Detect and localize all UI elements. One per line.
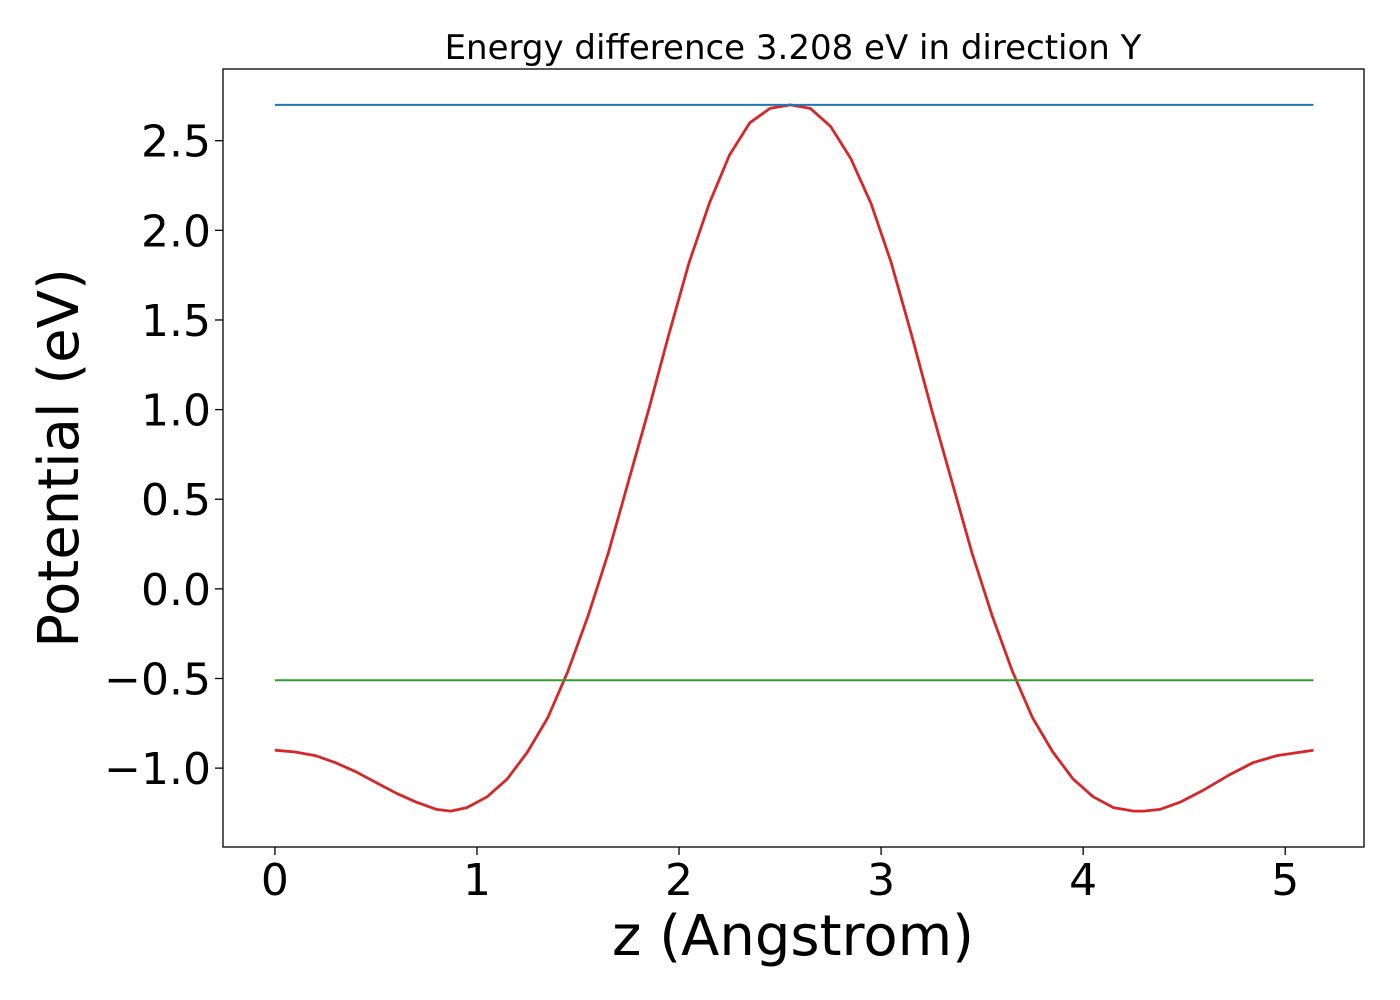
chart-title: Energy difference 3.208 eV in direction … <box>445 28 1142 68</box>
series-line-1 <box>274 103 1314 813</box>
y-axis: −1.0 −0.5 0.0 0.5 1.0 1.5 2.0 2.5 <box>104 117 223 795</box>
series-group <box>274 103 1314 813</box>
x-tick-label: 1 <box>463 855 491 906</box>
x-tick-label: 4 <box>1069 855 1097 906</box>
x-tick-label: 3 <box>867 855 895 906</box>
y-tick-label: −1.0 <box>104 744 211 795</box>
y-tick-label: 1.5 <box>141 296 211 347</box>
y-tick-label: 0.5 <box>141 475 211 526</box>
x-axis: 0 1 2 3 4 5 <box>261 847 1299 906</box>
y-axis-label: Potential (eV) <box>27 268 92 648</box>
y-tick-label: 0.0 <box>141 565 211 616</box>
x-axis-label: z (Angstrom) <box>612 904 974 969</box>
y-tick-label: 2.0 <box>141 206 211 257</box>
plot-frame <box>222 68 1365 848</box>
x-tick-label: 5 <box>1271 855 1299 906</box>
x-tick-label: 0 <box>261 855 289 906</box>
y-tick-label: 1.0 <box>141 386 211 437</box>
y-tick-label: 2.5 <box>141 117 211 168</box>
plot-area <box>222 68 1365 848</box>
x-tick-label: 2 <box>665 855 693 906</box>
y-tick-label: −0.5 <box>104 654 211 705</box>
